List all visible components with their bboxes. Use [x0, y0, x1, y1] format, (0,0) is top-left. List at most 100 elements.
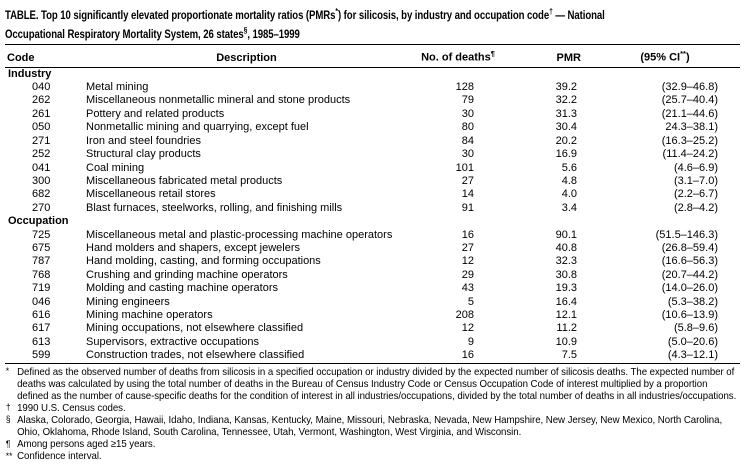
title-text: Occupational Respiratory Mortality Syste… — [5, 27, 244, 41]
footnote-marker: † — [5, 402, 11, 413]
cell-ci: (5.0–20.6) — [667, 335, 718, 348]
footnote-text: Alaska, Colorado, Georgia, Hawaii, Idaho… — [17, 414, 723, 439]
cell-ci: (4.6–6.9) — [673, 161, 718, 174]
footnote-text: Defined as the observed number of deaths… — [17, 366, 737, 402]
cell-code: 787 — [32, 255, 51, 268]
table-row: 271 Iron and steel foundries 84 20.2 (16.3–2… — [5, 135, 740, 148]
cell-code: 046 — [32, 295, 51, 308]
cell-code: 719 — [32, 282, 51, 295]
cell-desc: Miscellaneous retail stores — [86, 188, 216, 201]
cell-ci: (20.7–44.2) — [661, 268, 718, 281]
footnote: ** Confidence interval. — [5, 451, 740, 463]
footnote: † 1990 U.S. Census codes. — [5, 402, 740, 415]
table-row: 050 Nonmetallic mining and quarrying, exc… — [5, 121, 740, 134]
footnote-marker: ** — [5, 450, 13, 461]
cell-pmr: 3.4 — [561, 201, 577, 214]
section-label: Industry — [8, 67, 52, 80]
cell-deaths: 30 — [461, 148, 474, 161]
footnote: ¶ Among persons aged ≥15 years. — [5, 439, 740, 451]
cell-deaths: 30 — [461, 107, 474, 120]
cell-deaths: 12 — [461, 255, 474, 268]
table-row: 252 Structural clay products 30 16.9 (11.4–2… — [5, 148, 740, 161]
cell-deaths: 43 — [461, 282, 474, 295]
cell-deaths: 16 — [461, 228, 474, 241]
cell-desc: Miscellaneous fabricated metal products — [86, 174, 283, 187]
cell-desc: Crushing and grinding machine operators — [86, 268, 288, 281]
cell-deaths: 101 — [455, 161, 474, 174]
cell-pmr: 40.8 — [555, 241, 577, 254]
table-row: 768 Crushing and grinding machine operato… — [5, 269, 740, 282]
cell-deaths: 128 — [455, 81, 474, 94]
cell-desc: Miscellaneous nonmetallic mineral and st… — [86, 94, 351, 107]
cell-code: 040 — [32, 81, 51, 94]
cell-pmr: 20.2 — [555, 134, 577, 147]
cell-desc: Molding and casting machine operators — [86, 282, 279, 295]
cell-pmr: 32.3 — [555, 255, 577, 268]
cell-pmr: 19.3 — [555, 282, 577, 295]
cell-pmr: 30.8 — [555, 268, 577, 281]
cell-code: 271 — [32, 134, 51, 147]
cell-code: 725 — [32, 228, 51, 241]
cell-ci: (51.5–146.3) — [655, 228, 718, 241]
col-header-ci-suffix: ) — [685, 51, 690, 64]
cell-pmr: 4.8 — [561, 174, 577, 187]
cell-pmr: 5.6 — [561, 161, 577, 174]
cell-ci: (2.8–4.2) — [673, 201, 718, 214]
col-header-deaths-label: No. of deaths — [421, 51, 491, 64]
cell-deaths: 80 — [461, 121, 474, 134]
table-row: 040 Metal mining 128 39.2 (32.9–46.8) — [5, 81, 740, 94]
title-text: ) for silicosis, by industry and occupat… — [337, 8, 550, 22]
col-header-ci-label: (95% CI — [640, 51, 681, 64]
cell-deaths: 5 — [467, 295, 474, 308]
cell-code: 613 — [32, 335, 51, 348]
cell-pmr: 11.2 — [556, 322, 577, 335]
cell-deaths: 79 — [461, 94, 474, 107]
cell-desc: Mining machine operators — [86, 308, 213, 321]
ci-footnote-mark: ** — [680, 49, 686, 58]
table-header-row: Code Description No. of deaths¶ PMR (95%… — [5, 45, 740, 68]
cell-pmr: 12.1 — [555, 308, 577, 321]
cell-ci: (21.1–44.6) — [661, 107, 718, 120]
cell-pmr: 30.4 — [555, 121, 577, 134]
cell-pmr: 90.1 — [555, 228, 577, 241]
cell-desc: Miscellaneous metal and plastic-processi… — [86, 228, 393, 241]
footnote: * Defined as the observed number of death… — [5, 366, 740, 403]
cell-deaths: 14 — [461, 188, 474, 201]
table-row: 617 Mining occupations, not elsewhere cla… — [5, 322, 740, 335]
cell-desc: Metal mining — [86, 81, 149, 94]
section-label: Occupation — [8, 215, 69, 228]
table-row: 719 Molding and casting machine operators… — [5, 282, 740, 295]
section-header-row: Occupation — [5, 215, 740, 228]
cell-desc: Mining engineers — [86, 295, 170, 308]
cell-pmr: 16.9 — [555, 148, 577, 161]
cell-ci: (14.0–26.0) — [661, 282, 718, 295]
col-header-code: Code — [5, 45, 83, 68]
title-footnote-mark: † — [549, 6, 553, 16]
cell-code: 682 — [32, 188, 51, 201]
footnote-marker: * — [5, 366, 10, 377]
title-footnote-mark: * — [335, 6, 338, 16]
cell-desc: Construction trades, not elsewhere class… — [86, 349, 305, 362]
title-text: TABLE. Top 10 significantly elevated pro… — [5, 8, 336, 22]
col-header-pmr: PMR — [506, 45, 590, 68]
cell-code: 616 — [32, 308, 51, 321]
cell-pmr: 10.9 — [555, 335, 577, 348]
cell-desc: Pottery and related products — [86, 107, 225, 120]
cell-deaths: 208 — [455, 308, 474, 321]
footnote-marker: § — [5, 414, 11, 425]
cell-ci: (10.6–13.9) — [661, 308, 718, 321]
deaths-footnote-mark: ¶ — [490, 49, 495, 58]
cell-code: 050 — [32, 121, 51, 134]
title-footnote-mark: § — [243, 25, 248, 35]
cell-code: 262 — [32, 94, 51, 107]
cell-ci: (5.8–9.6) — [673, 322, 718, 335]
table-row: 787 Hand molding, casting, and forming oc… — [5, 255, 740, 268]
cell-deaths: 91 — [461, 201, 474, 214]
cell-code: 300 — [32, 174, 51, 187]
cell-deaths: 16 — [461, 349, 474, 362]
table-row: 682 Miscellaneous retail stores 14 4.0 (2.2–… — [5, 188, 740, 201]
cell-ci: (16.6–56.3) — [661, 255, 718, 268]
cell-pmr: 4.0 — [561, 188, 577, 201]
table-row: 613 Supervisors, extractive occupations 9 1… — [5, 336, 740, 349]
